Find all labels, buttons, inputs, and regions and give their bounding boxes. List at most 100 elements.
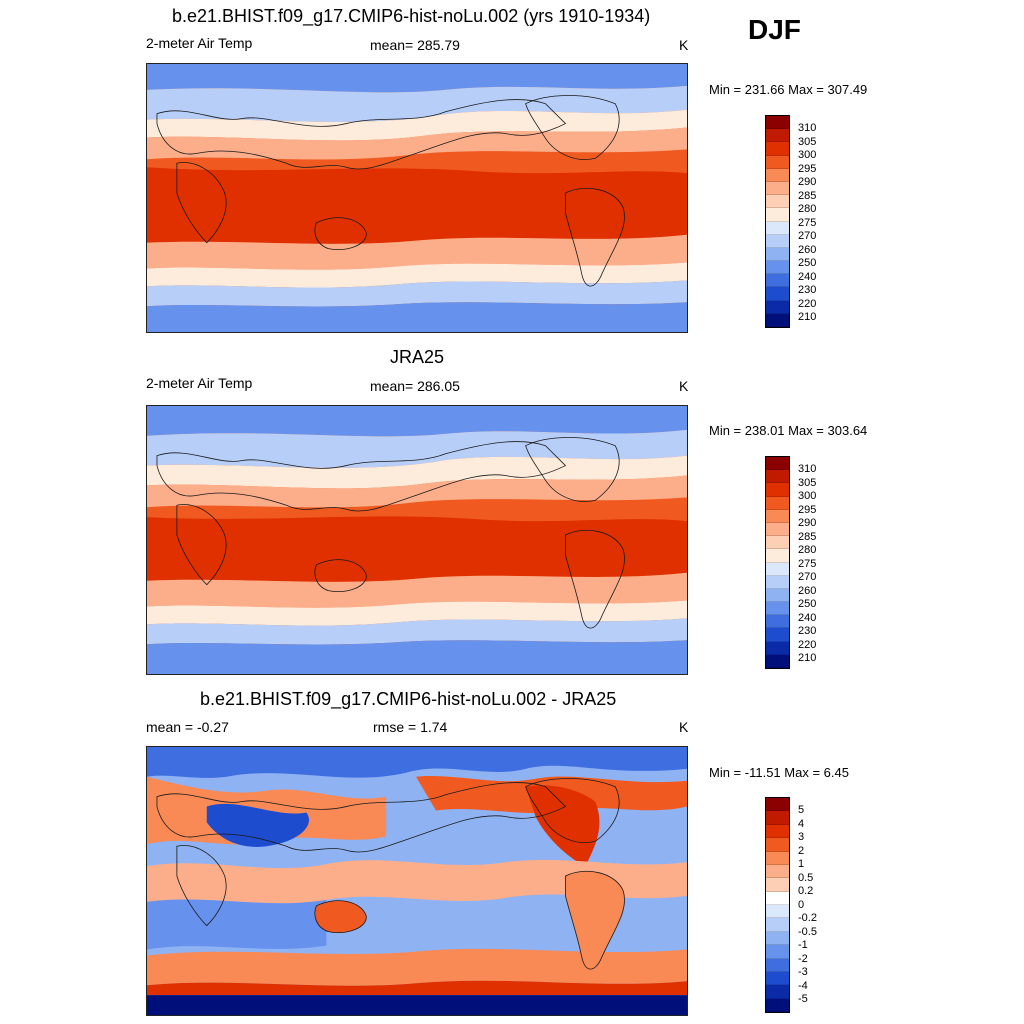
colorbar-swatch	[766, 274, 789, 288]
colorbar-tick-label: 285	[798, 530, 817, 543]
colorbar-swatch	[766, 641, 789, 655]
colorbar-swatch	[766, 221, 789, 235]
panel2-title: JRA25	[390, 347, 445, 367]
colorbar-tick-label: 210	[798, 311, 817, 323]
panel2-mean-label: mean= 286.05	[370, 378, 460, 394]
colorbar-swatch	[766, 116, 789, 130]
panel1-colorbar	[765, 115, 790, 328]
colorbar-swatch	[766, 470, 789, 484]
colorbar-swatch	[766, 483, 789, 497]
colorbar-swatch	[766, 496, 789, 510]
colorbar-swatch	[766, 261, 789, 275]
colorbar-swatch	[766, 602, 789, 616]
panel3-rmse-label: rmse = 1.74	[373, 719, 448, 735]
colorbar-tick-label: 295	[798, 503, 817, 516]
colorbar-swatch	[766, 628, 789, 642]
colorbar-swatch	[766, 129, 789, 143]
colorbar-swatch	[766, 918, 789, 932]
colorbar-swatch	[766, 181, 789, 196]
colorbar-tick-label: -0.2	[798, 912, 817, 924]
colorbar-tick-label: 240	[798, 611, 817, 624]
colorbar-swatch	[766, 931, 789, 946]
colorbar-tick-label: 310	[798, 463, 817, 475]
colorbar-tick-label: 275	[798, 557, 817, 570]
colorbar-tick-label: 230	[798, 625, 817, 637]
colorbar-swatch	[766, 287, 789, 301]
panel2-colorbar-ticks: 310 305 300 295 290 285 280 275 270 260 250 240 230 2…	[798, 463, 816, 666]
colorbar-tick-label: 250	[798, 257, 817, 269]
colorbar-tick-label: -2	[798, 952, 808, 965]
colorbar-tick-label: 1	[798, 858, 805, 870]
colorbar-tick-label: 270	[798, 571, 817, 583]
colorbar-swatch	[766, 457, 789, 471]
colorbar-swatch	[766, 891, 789, 905]
season-label: DJF	[748, 14, 801, 45]
colorbar-tick-label: 250	[798, 598, 817, 610]
colorbar-swatch	[766, 142, 789, 156]
colorbar-tick-label: 280	[798, 544, 817, 556]
colorbar-tick-label: 260	[798, 584, 817, 597]
panel1-minmax: Min = 231.66 Max = 307.49	[709, 82, 868, 97]
colorbar-swatch	[766, 905, 789, 919]
panel2-units-label: K	[679, 378, 689, 394]
colorbar-swatch	[766, 878, 789, 892]
colorbar-swatch	[766, 208, 789, 222]
colorbar-swatch	[766, 562, 789, 576]
panel2-left-label: 2-meter Air Temp	[146, 375, 253, 391]
colorbar-swatch	[766, 851, 789, 865]
colorbar-tick-label: -0.5	[798, 925, 817, 938]
colorbar-swatch	[766, 575, 789, 589]
colorbar-tick-label: -5	[798, 993, 808, 1005]
colorbar-tick-label: 0	[798, 898, 805, 911]
colorbar-tick-label: -3	[798, 966, 808, 978]
colorbar-tick-label: 270	[798, 230, 817, 242]
colorbar-tick-label: 290	[798, 176, 817, 188]
colorbar-tick-label: 2	[798, 844, 805, 857]
colorbar-swatch	[766, 945, 789, 959]
colorbar-swatch	[766, 234, 789, 248]
colorbar-tick-label: 4	[798, 817, 805, 830]
colorbar-tick-label: 300	[798, 149, 817, 161]
panel1-mean-label: mean= 285.79	[370, 37, 460, 53]
panel1-title: b.e21.BHIST.f09_g17.CMIP6-hist-noLu.002 …	[172, 6, 651, 26]
colorbar-tick-label: 220	[798, 638, 817, 651]
colorbar-swatch	[766, 824, 789, 839]
panel3-units-label: K	[679, 719, 689, 735]
colorbar-swatch	[766, 588, 789, 603]
colorbar-tick-label: 300	[798, 490, 817, 502]
colorbar-swatch	[766, 971, 789, 986]
colorbar-tick-label: 260	[798, 243, 817, 256]
colorbar-tick-label: 230	[798, 284, 817, 296]
panel1-map	[146, 63, 688, 333]
colorbar-tick-label: -4	[798, 979, 808, 992]
colorbar-tick-label: 0.5	[798, 871, 814, 884]
panel3-colorbar-ticks: 5 4 3 2 1 0.5 0.2 0 -0.2 -0.5 -1 -2 -3 -4 -5	[798, 804, 817, 1007]
colorbar-swatch	[766, 811, 789, 825]
panel2-minmax: Min = 238.01 Max = 303.64	[709, 423, 868, 438]
colorbar-swatch	[766, 998, 789, 1012]
colorbar-swatch	[766, 864, 789, 879]
colorbar-swatch	[766, 155, 789, 169]
colorbar-swatch	[766, 522, 789, 537]
panel2-colorbar	[765, 456, 790, 669]
colorbar-swatch	[766, 654, 789, 668]
colorbar-swatch	[766, 247, 789, 262]
panel3-map	[146, 746, 688, 1016]
colorbar-tick-label: 0.2	[798, 885, 814, 897]
colorbar-tick-label: 310	[798, 122, 817, 134]
colorbar-swatch	[766, 985, 789, 999]
colorbar-tick-label: 240	[798, 270, 817, 283]
colorbar-tick-label: -1	[798, 939, 808, 951]
colorbar-swatch	[766, 798, 789, 812]
colorbar-swatch	[766, 195, 789, 209]
colorbar-swatch	[766, 549, 789, 563]
panel3-mean-label: mean = -0.27	[146, 719, 229, 735]
colorbar-swatch	[766, 536, 789, 550]
colorbar-swatch	[766, 615, 789, 629]
colorbar-swatch	[766, 958, 789, 972]
colorbar-tick-label: 220	[798, 297, 817, 310]
colorbar-swatch	[766, 838, 789, 852]
colorbar-swatch	[766, 313, 789, 327]
colorbar-tick-label: 275	[798, 216, 817, 229]
colorbar-swatch	[766, 168, 789, 182]
